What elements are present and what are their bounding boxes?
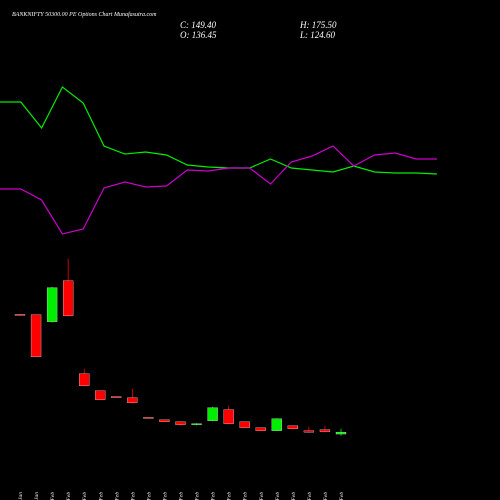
candle-body [319,429,331,432]
x-tick-label: 05 Feb [114,492,120,500]
candle-body [207,407,218,421]
open-label: O: 136.45 [180,30,217,40]
candle-body [30,314,42,357]
candle-body [111,396,122,398]
x-tick-label: 27 Jan [34,492,40,500]
close-label: C: 149.40 [180,20,217,30]
x-tick-label: 06 Feb [130,492,136,500]
x-tick-label: 10 Feb [162,492,168,500]
x-tick-label: 02 Feb [66,492,72,500]
candle-body [335,432,347,435]
candle-body [63,280,74,316]
candle-body [46,287,58,322]
x-tick-label: 20 Feb [291,492,297,500]
candle-body [271,418,282,431]
x-tick-label: 04 Feb [97,492,104,500]
x-tick-label: 01 Feb [50,492,56,500]
candle-body [127,397,138,403]
candle-body [239,421,250,428]
candle-body [191,423,202,425]
x-tick-label: 17 Feb [243,492,249,500]
candle-body [14,314,26,316]
candle-body [175,421,186,425]
low-label: L: 124.60 [299,30,336,40]
candle-body [223,409,234,424]
x-tick-label: 11 Feb [179,492,185,500]
candle-body [287,425,299,429]
candle-body [303,430,315,433]
candle-body [95,390,106,400]
candle-body [255,427,266,431]
indicator-line [0,86,438,175]
candle-body [143,417,154,419]
x-tick-label: 23 Jan [18,492,24,500]
chart-title: BANKNIFTY 50300.00 PE Options Chart Muna… [12,11,157,18]
x-tick-label: 12 Feb [195,492,201,500]
x-tick-label: 09 Feb [146,492,152,500]
high-label: H: 175.50 [299,20,337,30]
candle-body [159,419,170,422]
candle-body [79,373,90,386]
indicator-line [0,145,437,235]
x-tick-label: 03 Feb [82,492,88,500]
x-tick-label: 18 Feb [259,492,265,500]
x-tick-label: 13 Feb [211,492,217,500]
x-tick-label: 25 Feb [339,492,345,500]
x-tick-label: 16 Feb [227,492,233,500]
x-tick-label: 24 Feb [322,492,329,500]
x-tick-label: 19 Feb [275,492,281,500]
x-tick-label: 23 Feb [307,492,313,500]
